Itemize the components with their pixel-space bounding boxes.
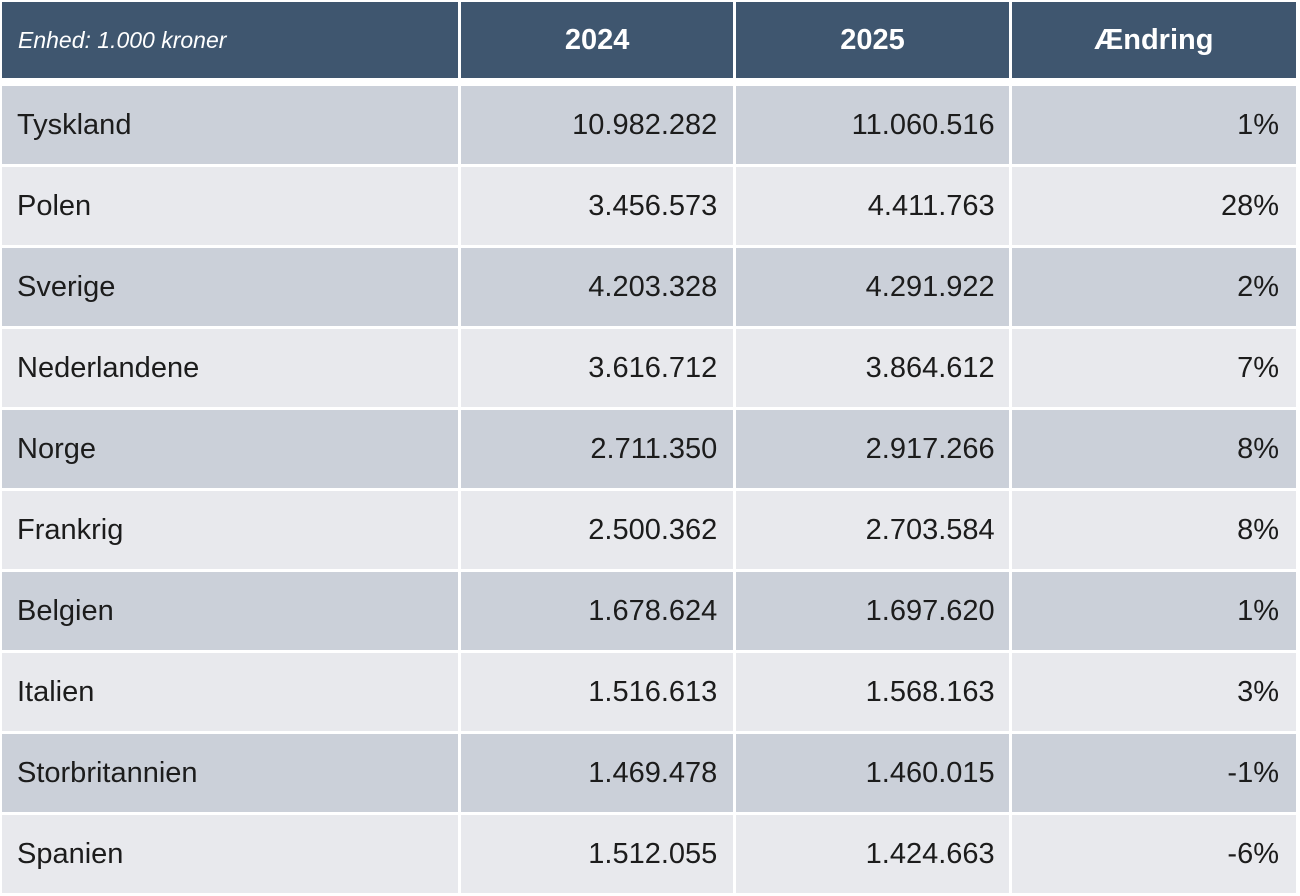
value-2024-cell: 3.616.712 <box>460 329 734 407</box>
table-row: Storbritannien 1.469.478 1.460.015 -1% <box>2 734 1296 812</box>
value-2025-cell: 4.411.763 <box>736 167 1009 245</box>
country-cell: Norge <box>2 410 458 488</box>
table-row: Norge 2.711.350 2.917.266 8% <box>2 410 1296 488</box>
value-2024-cell: 1.678.624 <box>460 572 734 650</box>
table-row: Belgien 1.678.624 1.697.620 1% <box>2 572 1296 650</box>
value-2025-cell: 1.424.663 <box>736 815 1009 893</box>
change-cell: 7% <box>1011 329 1296 407</box>
value-2024-cell: 4.203.328 <box>460 248 734 326</box>
value-2025-cell: 1.697.620 <box>736 572 1009 650</box>
table-header-row: Enhed: 1.000 kroner 2024 2025 Ændring <box>2 2 1296 78</box>
value-2025-cell: 2.917.266 <box>736 410 1009 488</box>
change-cell: 1% <box>1011 572 1296 650</box>
column-header-2025: 2025 <box>736 2 1009 78</box>
value-2024-cell: 10.982.282 <box>460 86 734 164</box>
value-2025-cell: 4.291.922 <box>736 248 1009 326</box>
change-cell: 8% <box>1011 410 1296 488</box>
country-cell: Sverige <box>2 248 458 326</box>
change-cell: -6% <box>1011 815 1296 893</box>
country-cell: Nederlandene <box>2 329 458 407</box>
value-2025-cell: 1.460.015 <box>736 734 1009 812</box>
change-cell: 1% <box>1011 86 1296 164</box>
change-cell: 8% <box>1011 491 1296 569</box>
country-cell: Frankrig <box>2 491 458 569</box>
country-cell: Tyskland <box>2 86 458 164</box>
table-row: Nederlandene 3.616.712 3.864.612 7% <box>2 329 1296 407</box>
country-cell: Belgien <box>2 572 458 650</box>
value-2025-cell: 11.060.516 <box>736 86 1009 164</box>
value-2024-cell: 2.500.362 <box>460 491 734 569</box>
value-2025-cell: 3.864.612 <box>736 329 1009 407</box>
change-cell: 28% <box>1011 167 1296 245</box>
country-cell: Italien <box>2 653 458 731</box>
value-2024-cell: 1.512.055 <box>460 815 734 893</box>
unit-header: Enhed: 1.000 kroner <box>2 2 458 78</box>
country-cell: Storbritannien <box>2 734 458 812</box>
value-2024-cell: 1.469.478 <box>460 734 734 812</box>
country-cell: Spanien <box>2 815 458 893</box>
table-row: Frankrig 2.500.362 2.703.584 8% <box>2 491 1296 569</box>
column-header-change: Ændring <box>1011 2 1296 78</box>
change-cell: 3% <box>1011 653 1296 731</box>
table-row: Polen 3.456.573 4.411.763 28% <box>2 167 1296 245</box>
table-row: Italien 1.516.613 1.568.163 3% <box>2 653 1296 731</box>
table-row: Spanien 1.512.055 1.424.663 -6% <box>2 815 1296 893</box>
table-row: Sverige 4.203.328 4.291.922 2% <box>2 248 1296 326</box>
value-2025-cell: 1.568.163 <box>736 653 1009 731</box>
column-header-2024: 2024 <box>460 2 734 78</box>
value-2024-cell: 3.456.573 <box>460 167 734 245</box>
change-cell: -1% <box>1011 734 1296 812</box>
value-2025-cell: 2.703.584 <box>736 491 1009 569</box>
value-2024-cell: 2.711.350 <box>460 410 734 488</box>
table-row: Tyskland 10.982.282 11.060.516 1% <box>2 86 1296 164</box>
value-2024-cell: 1.516.613 <box>460 653 734 731</box>
country-cell: Polen <box>2 167 458 245</box>
change-cell: 2% <box>1011 248 1296 326</box>
